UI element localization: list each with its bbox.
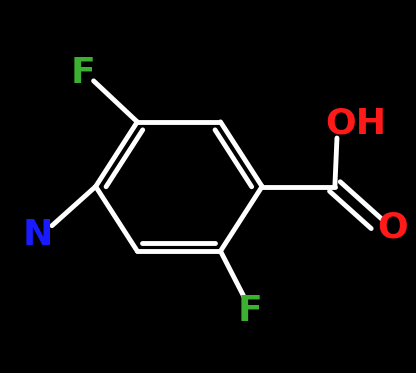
Text: F: F xyxy=(237,294,262,328)
Text: OH: OH xyxy=(325,106,386,140)
Text: F: F xyxy=(71,56,96,90)
Text: N: N xyxy=(22,218,53,252)
Text: O: O xyxy=(378,210,409,245)
